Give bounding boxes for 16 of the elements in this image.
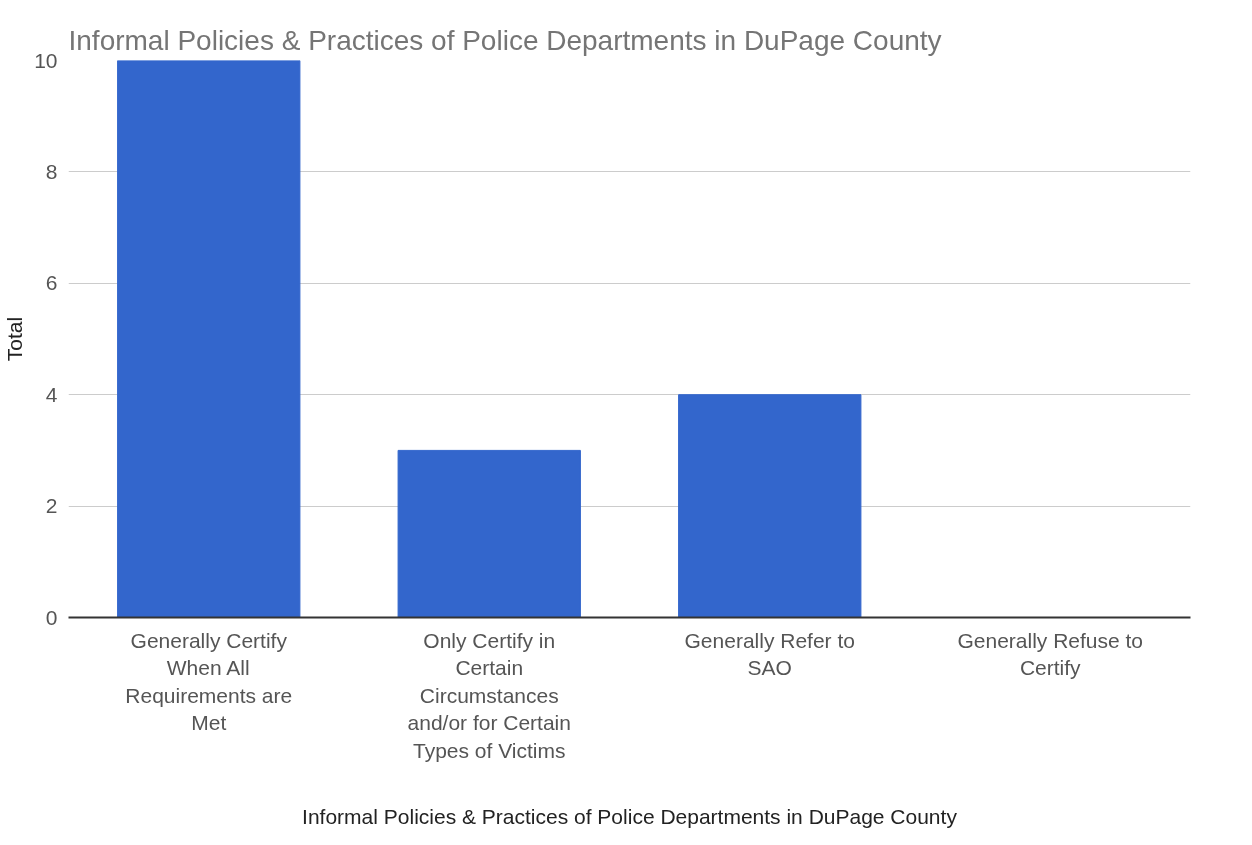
x-tick-label: Only Certify in Certain Circumstances and/or for Certain Types of Victims (407, 628, 571, 762)
bar (117, 60, 301, 618)
y-tick-label: 8 (45, 159, 58, 183)
x-tick-label: Generally Refer to SAO (684, 628, 855, 680)
y-tick-label: 10 (34, 48, 58, 72)
bar (397, 449, 581, 618)
x-axis-title: Informal Policies & Practices of Police Departments in DuPage County (302, 804, 958, 828)
bar (678, 394, 862, 618)
y-tick-label: 0 (45, 605, 58, 629)
y-tick-label: 4 (45, 382, 58, 406)
chart-title: Informal Policies & Practices of Police Departments in DuPage County (68, 24, 942, 56)
x-tick-label: Generally Refuse to Certify (957, 628, 1144, 680)
x-tick-label: Generally Certify When All Requirements are Met (125, 628, 293, 735)
y-tick-label: 2 (45, 494, 58, 518)
y-axis-title: Total (3, 316, 27, 362)
y-tick-label: 6 (45, 271, 58, 295)
